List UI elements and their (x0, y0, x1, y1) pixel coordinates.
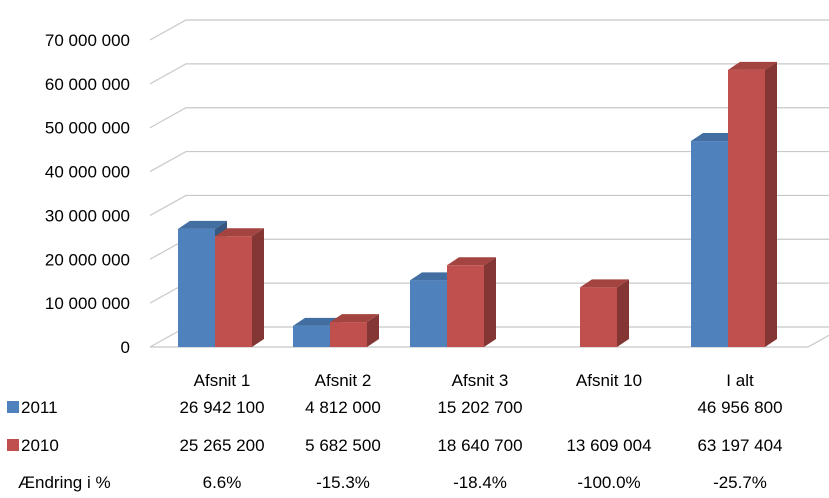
change-value: -15.3% (316, 473, 370, 492)
y-tick-label: 60 000 000 (45, 75, 130, 94)
legend-swatch (7, 439, 19, 451)
bar-top (447, 257, 496, 266)
data-label: 63 197 404 (697, 436, 782, 455)
change-row-label: Ændring i % (18, 473, 111, 492)
bar-top (580, 279, 629, 288)
bar-front (728, 69, 765, 348)
change-value: 6.6% (203, 473, 242, 492)
category-label: Afsnit 2 (315, 371, 372, 390)
bar-side (617, 279, 629, 347)
y-tick-label: 50 000 000 (45, 119, 130, 138)
change-value: -18.4% (453, 473, 507, 492)
bar-top (728, 61, 777, 70)
bar-side (252, 228, 264, 347)
data-label: 5 682 500 (305, 436, 381, 455)
bar-front (410, 280, 447, 347)
bar-2010-afsnit-3 (447, 257, 496, 347)
bar-top (215, 228, 264, 237)
bar-side (765, 61, 777, 348)
legend-swatch (7, 401, 19, 413)
gridline (149, 150, 829, 173)
data-label: 15 202 700 (437, 398, 522, 417)
floor-line (150, 334, 829, 348)
bar-front (293, 325, 330, 347)
bar-top (178, 220, 227, 229)
data-label: 46 956 800 (697, 398, 782, 417)
y-tick-label: 40 000 000 (45, 163, 130, 182)
bar-top (330, 314, 379, 323)
y-axis-tick-labels: 0 10 000 000 20 000 000 30 000 000 40 000 00… (45, 31, 130, 357)
change-value: -25.7% (713, 473, 767, 492)
chart-bars (178, 61, 777, 348)
data-label: 13 609 004 (566, 436, 651, 455)
data-table: Afsnit 1 Afsnit 2 Afsnit 3 Afsnit 10 I alt 20… (7, 371, 783, 492)
bar-front (178, 228, 215, 347)
gridline (149, 63, 829, 85)
bar-front (580, 287, 617, 347)
legend-label: 2011 (21, 398, 58, 417)
bar-top (293, 317, 342, 326)
legend-label: 2010 (21, 436, 59, 455)
bar-2010-afsnit-10 (580, 279, 629, 347)
y-tick-label: 10 000 000 (45, 294, 130, 313)
y-tick-label: 30 000 000 (45, 206, 130, 225)
bar-2010-i-alt (728, 61, 777, 348)
bar-2010-afsnit-2 (330, 314, 379, 347)
category-label: Afsnit 1 (194, 371, 251, 390)
data-label: 26 942 100 (179, 398, 264, 417)
data-label: 25 265 200 (179, 436, 264, 455)
y-tick-label: 0 (121, 338, 130, 357)
category-label: I alt (726, 371, 754, 390)
bar-front (330, 322, 367, 347)
gridline (149, 19, 829, 41)
data-label: 18 640 700 (437, 436, 522, 455)
bar-side (484, 257, 496, 347)
gridline (149, 194, 829, 216)
bar-top (410, 272, 459, 281)
data-label: 4 812 000 (305, 398, 381, 417)
chart-gridlines (149, 19, 829, 348)
bar-front (447, 265, 484, 347)
y-tick-label: 20 000 000 (45, 250, 130, 269)
bar-top (691, 133, 740, 142)
y-tick-label: 70 000 000 (45, 31, 130, 50)
bar-2010-afsnit-1 (215, 228, 264, 347)
bar-side (367, 314, 379, 347)
category-label: Afsnit 3 (452, 371, 509, 390)
change-value: -100.0% (577, 473, 640, 492)
bar-front (691, 141, 728, 347)
category-label: Afsnit 10 (576, 371, 642, 390)
bar-front (215, 236, 252, 347)
gridline (149, 107, 829, 129)
